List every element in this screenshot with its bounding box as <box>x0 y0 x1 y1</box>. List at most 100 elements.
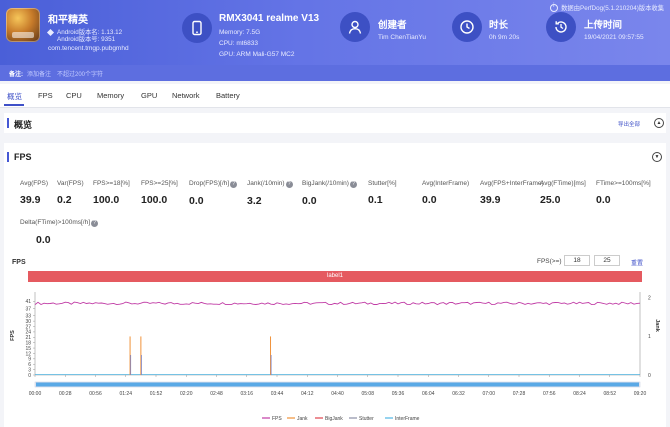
package-name: com.tencent.tmgp.pubgmhd <box>48 45 129 52</box>
fps-stat-label: Delta(FTime)>100ms[/h]? <box>20 219 99 227</box>
fps-stat-value: 0.0 <box>422 194 437 206</box>
info-icon <box>550 3 559 13</box>
fps-stat-label: BigJank(/10min)? <box>302 180 357 188</box>
collapse-fps-button[interactable]: ▼ <box>652 152 662 162</box>
android-version: Android版本名: 1.13.12 <box>46 27 122 36</box>
fps-stat-label: FTime>=100ms[%] <box>596 180 651 187</box>
fps-stat-value: 0.0 <box>302 195 317 207</box>
fps-stat-value: 100.0 <box>93 194 120 206</box>
tab-network[interactable]: Network <box>172 91 200 100</box>
legend-label: Jank <box>297 416 308 422</box>
legend-item-bigjank[interactable]: BigJank <box>315 416 343 422</box>
y-tick-label: 9 <box>28 357 31 363</box>
fps-stat-value: 0.0 <box>189 195 204 207</box>
x-tick-label: 02:20 <box>180 391 193 397</box>
y-tick-label: 15 <box>25 346 31 352</box>
fps-stat-value: 0.1 <box>368 194 383 206</box>
clock-icon <box>452 12 482 42</box>
x-tick-label: 01:24 <box>119 391 132 397</box>
time-range-selection[interactable] <box>36 382 639 387</box>
legend-item-stutter[interactable]: Stutter <box>349 416 374 422</box>
legend-label: Stutter <box>359 416 374 422</box>
y-tick-label: 33 <box>25 314 31 320</box>
section-marker <box>7 118 9 128</box>
fps-chart-title: FPS <box>12 259 26 266</box>
note-hint: 不超过200个字符 <box>57 72 104 78</box>
duration-value: 0h 9m 20s <box>489 34 520 41</box>
fps-stat: FPS>=18[%] 100.0 <box>93 180 130 206</box>
fps-stat-value: 100.0 <box>141 194 168 206</box>
add-note-link[interactable]: 添加备注 <box>27 72 52 78</box>
tab-fps[interactable]: FPS <box>38 91 53 100</box>
fps-stat-label: Jank(/10min)? <box>247 180 293 188</box>
fps-stat-value: 25.0 <box>540 194 561 206</box>
reset-link[interactable]: 重置 <box>631 261 644 267</box>
fps-stat: Avg(FTime)[ms] 25.0 <box>540 180 586 206</box>
device-name: RMX3041 realme V13 <box>219 13 320 24</box>
y-tick-label: 30 <box>25 319 31 325</box>
upload-value: 19/04/2021 09:57:55 <box>584 34 644 41</box>
help-icon[interactable]: ? <box>91 220 99 227</box>
fps-stat-label: FPS>=25[%] <box>141 180 178 187</box>
duration-label: 时长 <box>489 20 509 31</box>
x-tick-label: 07:28 <box>513 391 526 397</box>
fps-stat-label: Var(FPS) <box>57 180 84 187</box>
x-tick-label: 05:36 <box>392 391 405 397</box>
legend-item-fps[interactable]: FPS <box>262 416 282 422</box>
active-tab-indicator <box>4 104 24 106</box>
user-icon <box>340 12 370 42</box>
help-icon[interactable]: ? <box>349 181 357 188</box>
fps-stat: Avg(FPS) 39.9 <box>20 180 48 206</box>
fps-stat-label: Stutter[%] <box>368 180 397 187</box>
fps-stat-label: Avg(InterFrame) <box>422 180 470 187</box>
fps-stat-label: Drop(FPS)[/h]? <box>189 180 238 188</box>
tab-gpu[interactable]: GPU <box>141 91 158 100</box>
x-tick-label: 00:28 <box>59 391 72 397</box>
x-tick-label: 00:00 <box>29 391 42 397</box>
help-icon[interactable]: ? <box>285 181 293 188</box>
fps-threshold-input-1[interactable] <box>564 255 590 266</box>
device-cpu: CPU: mt6833 <box>219 40 259 47</box>
export-all-link[interactable]: 导出全部 <box>617 122 640 128</box>
overview-section: 概览 导出全部 ▲ <box>4 113 666 133</box>
fps-stat-value: 39.9 <box>480 194 501 206</box>
fps-filter-label: FPS(>=) <box>537 258 562 265</box>
y-tick-label: 24 <box>25 330 31 336</box>
fps-stat: Jank(/10min)? 3.2 <box>247 180 293 207</box>
x-tick-label: 00:56 <box>89 391 102 397</box>
note-label: 备注: <box>9 72 23 78</box>
collapse-overview-button[interactable]: ▲ <box>654 118 664 128</box>
y-tick-label: 0 <box>28 373 31 379</box>
fps-series-line <box>34 301 641 306</box>
legend-item-interframe[interactable]: InterFrame <box>385 416 420 422</box>
upload-label: 上传时间 <box>584 20 623 31</box>
tab-battery[interactable]: Battery <box>216 91 240 100</box>
y2-axis-label: Jank <box>654 319 660 332</box>
x-tick-label: 07:00 <box>482 391 495 397</box>
fps-stat-label: Avg(FTime)[ms] <box>540 180 586 187</box>
label-band[interactable]: label1 <box>28 271 642 282</box>
tab-overview[interactable]: 概览 <box>7 92 22 101</box>
tab-cpu[interactable]: CPU <box>66 91 82 100</box>
y-tick-label: 18 <box>25 340 31 346</box>
note-bar: 备注: 添加备注 不超过200个字符 <box>0 65 670 81</box>
help-icon[interactable]: ? <box>230 181 238 188</box>
fps-stat-value: 0.0 <box>596 194 611 206</box>
x-tick-label: 04:40 <box>331 391 344 397</box>
legend-item-jank[interactable]: Jank <box>287 416 308 422</box>
y-tick-label: 21 <box>25 335 31 341</box>
y2-tick-label: 2 <box>648 296 651 302</box>
fps-section-title: FPS <box>14 152 32 162</box>
version-note: 数据由PerfDog(5.1.210204)版本收集 <box>550 3 664 13</box>
android-icon <box>46 28 55 36</box>
creator-label: 创建者 <box>378 20 407 31</box>
x-tick-label: 07:56 <box>543 391 556 397</box>
fps-threshold-input-2[interactable] <box>594 255 620 266</box>
x-tick-label: 03:44 <box>271 391 284 397</box>
tab-memory[interactable]: Memory <box>97 91 125 100</box>
x-tick-label: 03:16 <box>240 391 253 397</box>
fps-stat-value: 0.2 <box>57 194 72 206</box>
history-icon <box>546 12 576 42</box>
device-gpu: GPU: ARM Mali-G57 MC2 <box>219 51 295 58</box>
